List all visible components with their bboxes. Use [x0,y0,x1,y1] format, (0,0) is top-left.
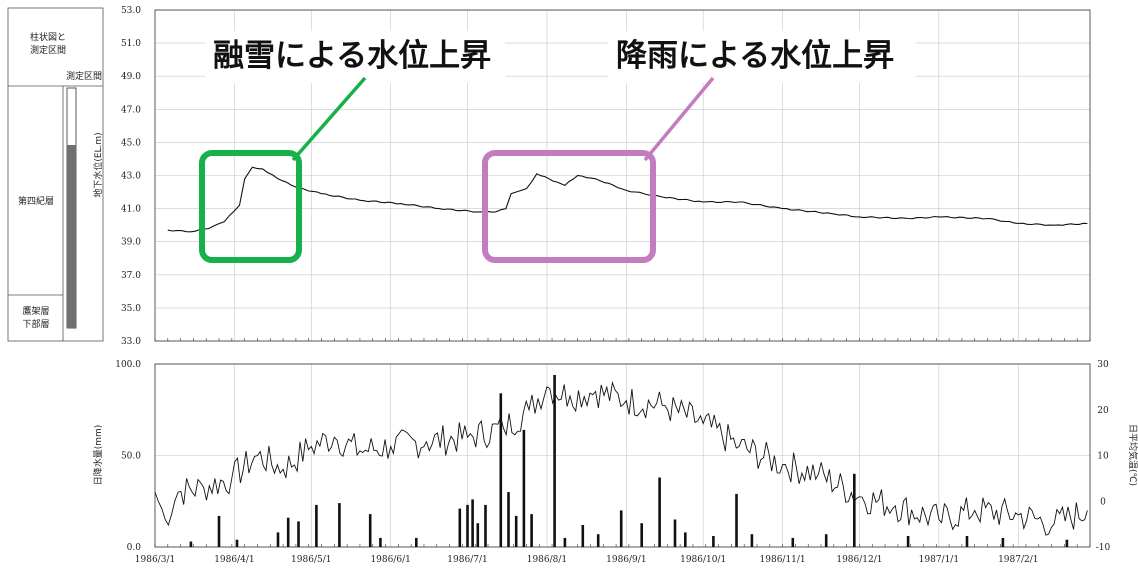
annotation-rain-bg [608,31,916,83]
upper-y-tick-label: 37.0 [121,271,141,281]
precip-bar [750,534,754,547]
upper-y-tick-label: 41.0 [121,205,141,215]
precip-bar [297,521,300,547]
upper-y-tick-label: 53.0 [121,6,141,16]
precip-bar [530,514,533,547]
x-tick-label: 1986/10/1 [680,555,726,565]
precip-bar [499,393,503,547]
precip-bar [286,517,290,547]
groundwater-level-line [167,166,1088,233]
annotation-rain: 降雨による水位上昇 [616,38,894,74]
right-y-tick-label: 20 [1097,406,1109,416]
precip-bar [466,504,469,547]
column-header-line1: 柱状図と [30,31,66,43]
snowmelt-box [199,150,302,263]
precip-bar [712,536,715,547]
right-y-tick-label: 10 [1097,452,1109,462]
precip-bar [640,523,643,547]
layer-upper-label: 第四紀層 [18,195,54,207]
upper-y-tick-label: 35.0 [121,304,141,314]
precip-bar [684,532,687,547]
precip-bar [658,477,661,547]
x-tick-label: 1986/7/1 [447,555,487,565]
annotation-snowmelt: 融雪による水位上昇 [213,38,491,74]
precip-bar [368,514,372,547]
upper-y-tick-label: 51.0 [121,39,141,49]
precip-bar [906,536,910,547]
precip-bar [379,537,382,547]
layer-lower-line2: 下部層 [22,318,49,330]
precip-bar [235,539,239,547]
lower-y2-axis-label: 日平均気温(℃) [1127,424,1138,486]
upper-y-tick-label: 39.0 [121,238,141,248]
upper-y-tick-label: 43.0 [121,172,141,182]
precip-bar [217,515,221,547]
x-tick-label: 1986/11/1 [760,555,806,565]
annotations: 融雪による水位上昇 降雨による水位上昇 [199,31,916,263]
right-y-tick-label: 30 [1097,360,1109,370]
x-tick-label: 1986/12/1 [836,555,882,565]
precip-bar [619,510,623,547]
rain-box [482,150,656,263]
x-tick-label: 1986/3/1 [135,555,175,565]
screen-section [67,145,76,328]
precip-bar [563,537,567,547]
lower-y-tick-label: 0.0 [127,543,142,553]
right-y-tick-label: -10 [1096,543,1111,553]
precip-bar [522,429,526,547]
precip-bar [596,534,600,547]
annotation-snowmelt-bg [205,31,505,83]
precipitation-temperature-chart: 100.0 50.0 0.0 30 20 10 0 -10 日降水量(mm) 日平均気温(℃… [92,360,1138,565]
lower-y-axis-label: 日降水量(mm) [92,425,104,486]
upper-y-tick-label: 47.0 [121,105,141,115]
precip-bar [189,541,193,547]
precip-bar [791,537,795,547]
lower-y-tick-label: 50.0 [121,452,141,462]
x-tick-label: 1986/9/1 [606,555,646,565]
lower-y-tick-label: 100.0 [115,360,141,370]
precip-bar [476,523,480,547]
x-tick-label: 1986/5/1 [291,555,331,565]
precip-bar [735,493,738,547]
right-y-tick-label: 0 [1100,497,1106,507]
precip-bar [415,537,418,547]
upper-y-axis-label: 地下水位(EL.m) [92,132,104,197]
precip-bar [514,515,518,547]
precip-bar [1001,537,1005,547]
precip-bar [471,499,474,547]
precip-bar [853,473,856,547]
x-tick-label: 1986/6/1 [370,555,410,565]
temperature-line [154,380,1088,536]
precip-bar [315,504,318,547]
precip-bar [484,504,487,547]
upper-y-tick-label: 49.0 [121,72,141,82]
precip-bar [276,532,280,547]
precip-bar [965,536,969,547]
precip-bar [673,519,677,547]
layer-lower-line1: 鷹架層 [22,305,49,317]
column-header-line2: 測定区間 [30,44,66,56]
borehole-column: 柱状図と 測定区間 測定区間 第四紀層 鷹架層 下部層 [7,7,104,342]
precip-bar [458,508,462,547]
section-label: 測定区間 [66,70,102,82]
x-tick-label: 1987/1/1 [919,555,959,565]
x-tick-label: 1986/4/1 [214,555,254,565]
precip-bar [553,375,556,547]
precip-bar [1065,539,1069,547]
precip-bar [507,492,510,547]
precip-bar [581,525,585,547]
upper-y-tick-label: 45.0 [121,138,141,148]
precip-bar [338,503,341,547]
precip-bar [824,534,828,547]
rain-pointer [643,76,715,162]
x-tick-label: 1986/8/1 [527,555,567,565]
snowmelt-pointer [291,76,367,162]
upper-y-tick-label: 33.0 [121,337,141,347]
x-tick-label: 1987/2/1 [998,555,1038,565]
